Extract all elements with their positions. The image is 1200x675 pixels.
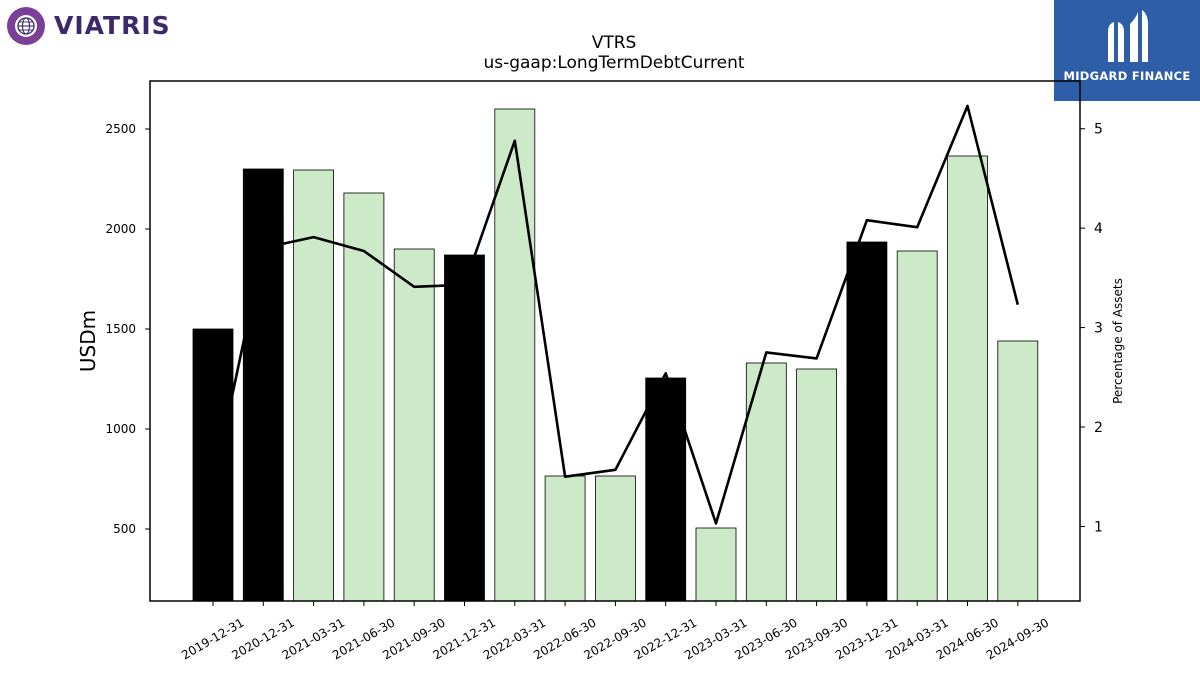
bar-2021-03-31	[293, 169, 335, 602]
y-axis-right: 1 2 3 4 5	[1080, 122, 1103, 535]
bar-2023-12-31	[846, 241, 888, 602]
viatris-logo-text: VIATRIS	[54, 11, 171, 40]
y-tick-label: 1500	[105, 322, 136, 336]
bar-2024-06-30	[947, 155, 988, 602]
y2-tick-label: 1	[1094, 519, 1103, 535]
bar-2021-09-30	[393, 248, 435, 602]
y2-tick-label: 5	[1094, 122, 1103, 138]
bar-2024-03-31	[896, 250, 938, 602]
bar-2021-06-30	[343, 192, 385, 602]
y-tick-label: 2000	[105, 222, 136, 236]
bar-2021-12-31	[444, 254, 485, 602]
y2-tick-label: 4	[1094, 221, 1103, 237]
bar-series	[192, 108, 1039, 602]
bar-2024-09-30	[997, 340, 1039, 602]
bar-2022-09-30	[595, 475, 636, 602]
chart-subtitle: us-gaap:LongTermDebtCurrent	[483, 53, 744, 73]
percentage-line	[211, 104, 1020, 525]
bar-2023-03-31	[695, 527, 737, 602]
y2-tick-label: 2	[1094, 420, 1103, 436]
midgard-finance-logo-text: MIDGARD FINANCE	[1063, 69, 1191, 83]
viatris-logo: VIATRIS	[4, 4, 174, 48]
bar-2022-06-30	[544, 475, 586, 602]
y-tick-label: 1000	[105, 422, 136, 436]
x-axis: 2019-12-312020-12-312021-03-312021-06-30…	[179, 601, 1051, 662]
midgard-finance-logo: MIDGARD FINANCE	[1054, 0, 1200, 101]
y2-axis-label: Percentage of Assets	[1111, 278, 1125, 404]
m-monogram-icon	[1108, 10, 1148, 62]
y-axis-label: USDm	[76, 310, 100, 372]
chart-title: VTRS	[592, 33, 637, 53]
bar-2022-03-31	[494, 108, 536, 602]
y2-tick-label: 3	[1094, 321, 1103, 337]
y-axis-left: 500 1000 1500 2000 2500	[105, 122, 150, 536]
bar-2020-12-31	[242, 168, 284, 602]
bar-2023-06-30	[745, 362, 787, 602]
bar-2019-12-31	[192, 328, 234, 602]
bar-2023-09-30	[796, 368, 837, 602]
globe-swirl-icon	[7, 7, 45, 45]
y-tick-label: 2500	[105, 122, 136, 136]
y-tick-label: 500	[113, 522, 136, 536]
